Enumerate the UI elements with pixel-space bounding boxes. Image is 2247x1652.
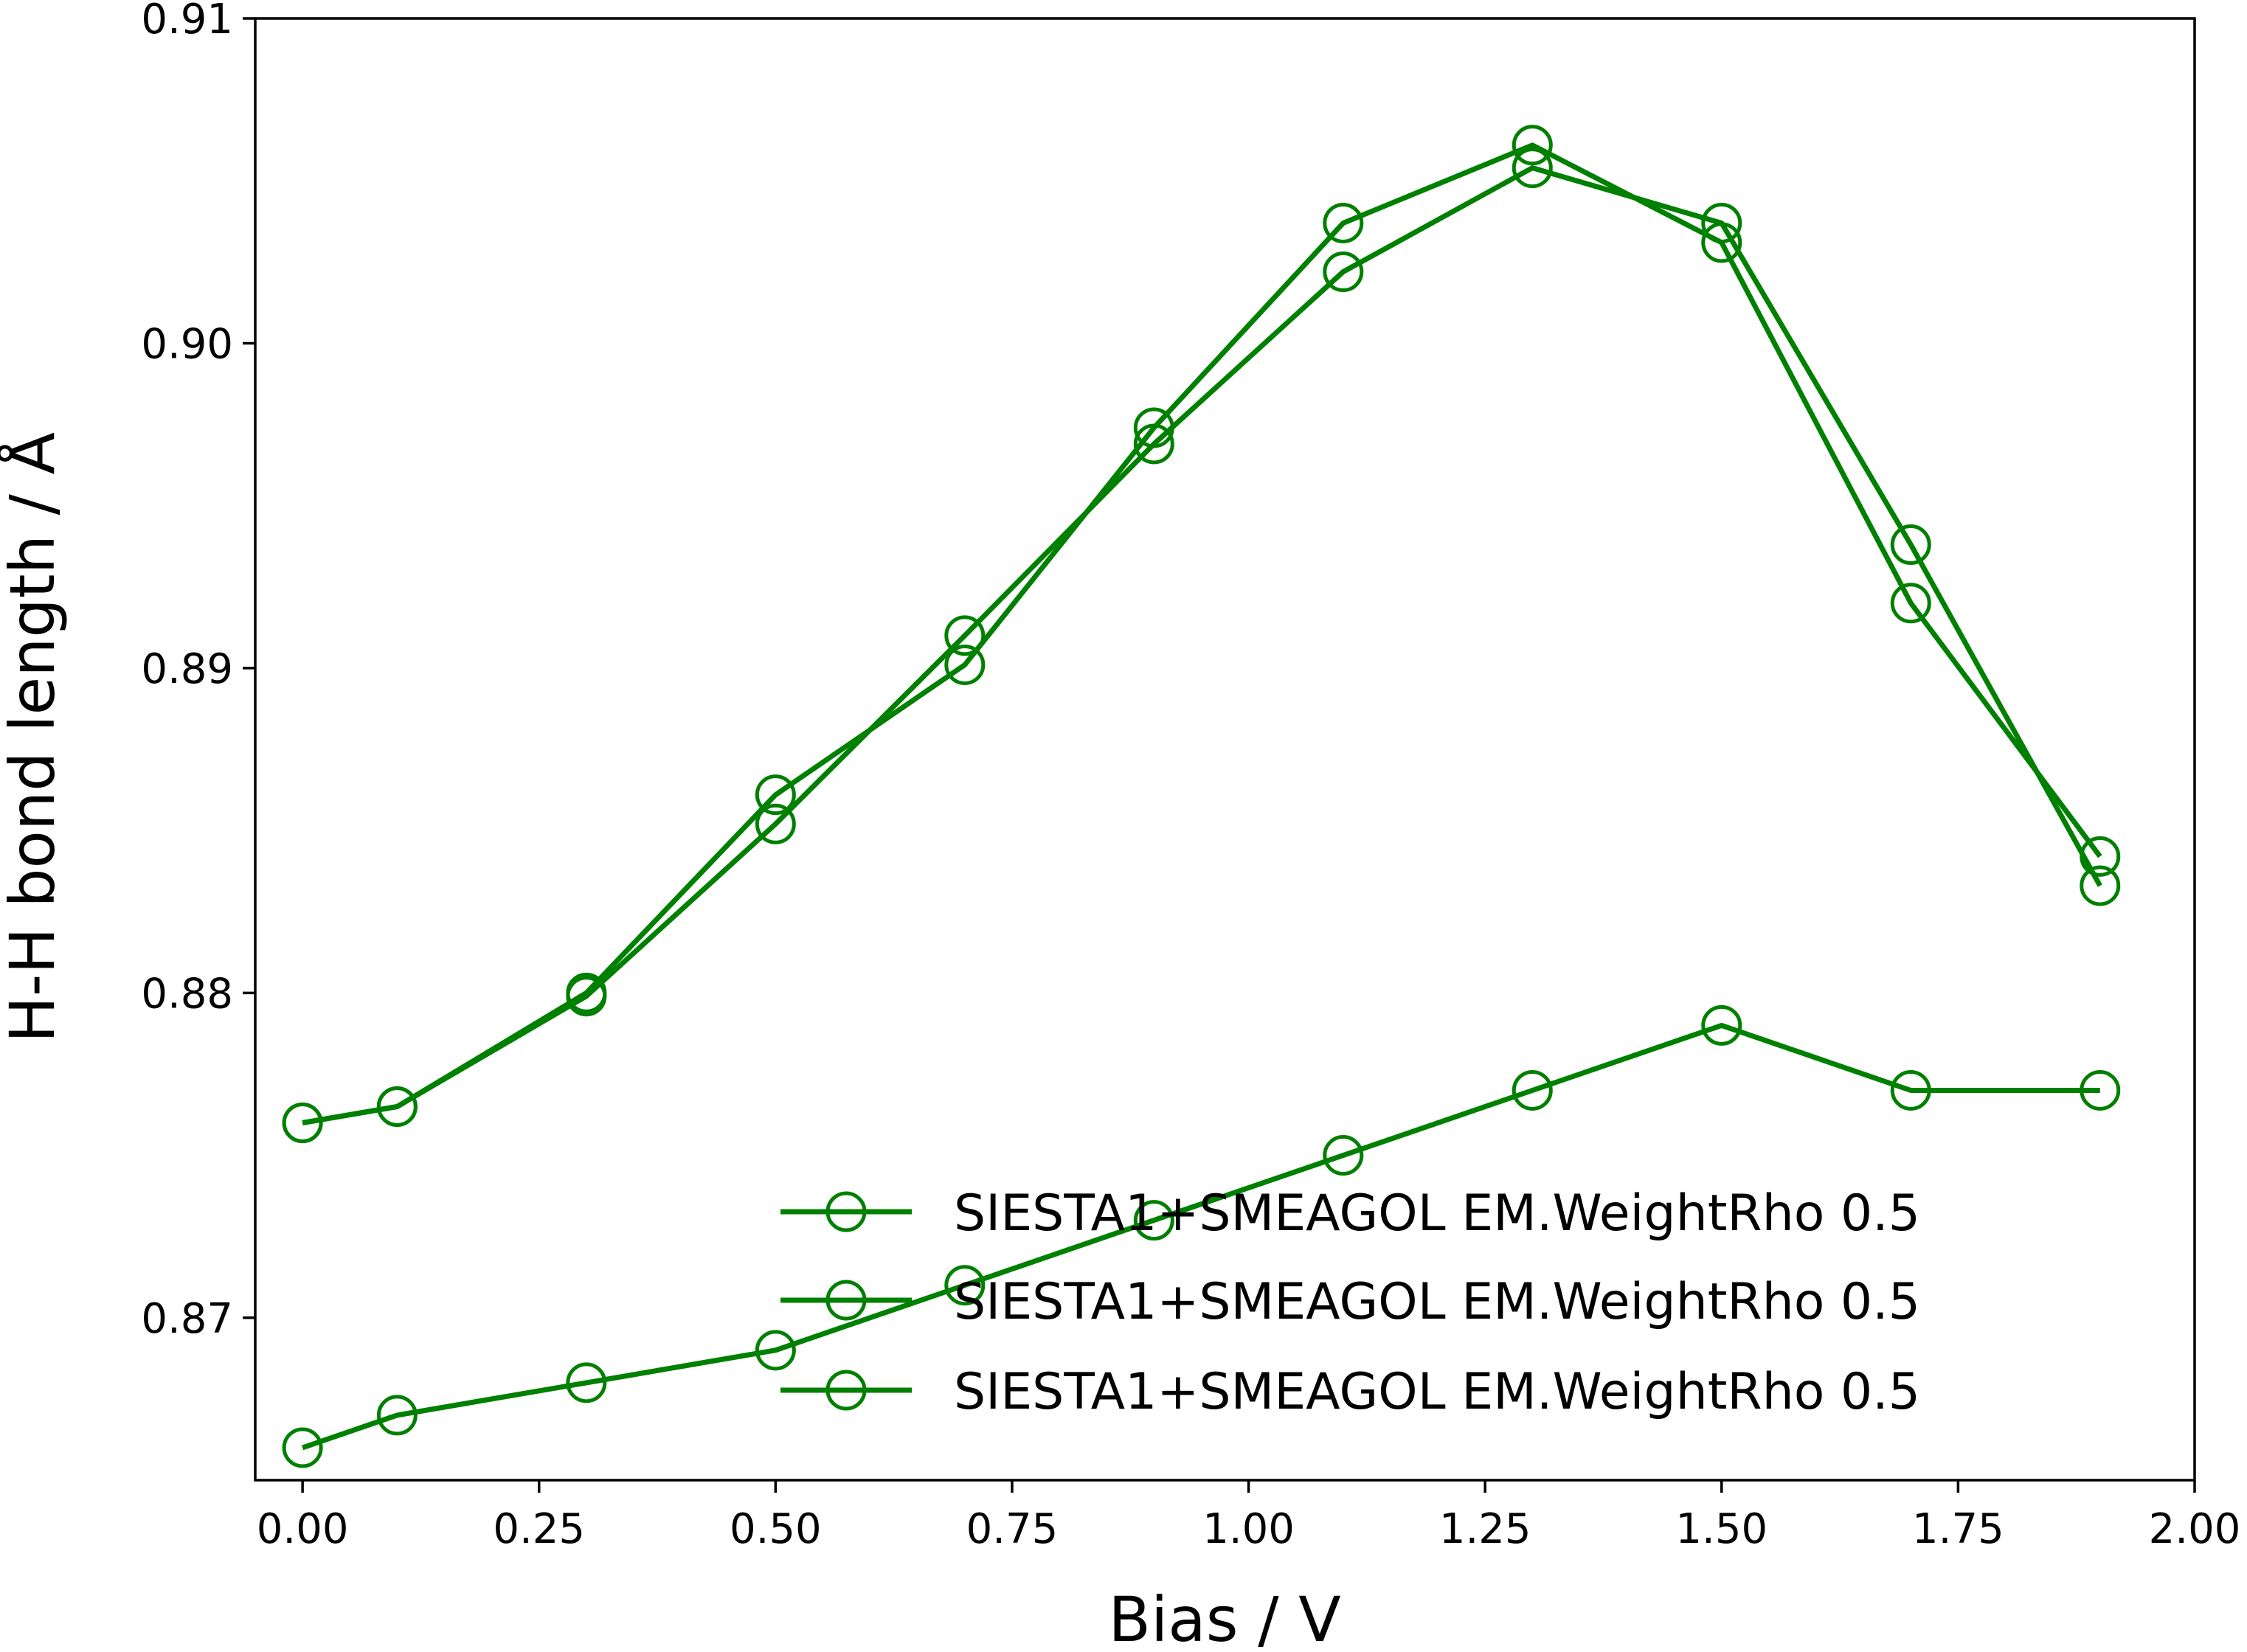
series-1	[282, 125, 2121, 1144]
y-axis-title: H-H bond length / Å	[0, 432, 69, 1043]
series-2-point	[2080, 865, 2121, 906]
legend-marker	[825, 1370, 867, 1411]
legend-label: SIESTA1+SMEAGOL EM.WeightRho 0.5	[954, 1273, 1920, 1331]
series-3-point	[566, 1362, 607, 1403]
axes-layer: 0.00 0.25 0.50 0.75 1.00 1.25 1.50 1.75 2.00 0.87…	[141, 0, 2240, 1553]
series-2-point	[566, 976, 607, 1017]
x-tick-label: 1.00	[1202, 1505, 1295, 1553]
y-tick-label: 0.91	[141, 0, 233, 44]
legend-entry: SIESTA1+SMEAGOL EM.WeightRho 0.5	[780, 1363, 1920, 1421]
series-3-point	[1133, 1200, 1174, 1241]
series-2-point	[1890, 524, 1931, 566]
series-3-point	[1512, 1069, 1553, 1111]
legend: SIESTA1+SMEAGOL EM.WeightRho 0.5 SIESTA1+…	[780, 1184, 1920, 1421]
series-3-point	[755, 1330, 796, 1371]
series-2-point	[944, 615, 986, 656]
series-1-point	[1512, 125, 1553, 166]
series-2-point	[1512, 148, 1553, 189]
series-3-point	[1890, 1069, 1931, 1111]
series-3-point	[2080, 1069, 2121, 1111]
legend-entry: SIESTA1+SMEAGOL EM.WeightRho 0.5	[780, 1184, 1920, 1243]
series-3-point	[282, 1427, 323, 1468]
y-tick-label: 0.89	[141, 645, 233, 693]
series-1-line	[302, 142, 2102, 1125]
series-3-line	[301, 1022, 2100, 1451]
series-2-point	[1701, 202, 1742, 243]
x-tick-label: 1.25	[1439, 1505, 1531, 1553]
x-tick-label: 2.00	[2149, 1505, 2241, 1553]
series-layer	[282, 125, 2121, 1468]
y-tick-label: 0.88	[141, 970, 233, 1018]
series-1-point	[944, 644, 986, 685]
series-2-point	[282, 1103, 323, 1144]
series-2-point	[755, 803, 796, 844]
x-tick-label: 0.25	[493, 1505, 585, 1553]
x-axis-title: Bias / V	[1108, 1583, 1340, 1648]
y-tick-label: 0.87	[141, 1295, 233, 1343]
legend-marker	[825, 1191, 867, 1232]
x-tick-label: 0.75	[966, 1505, 1059, 1553]
series-1-point	[755, 774, 796, 816]
legend-label: SIESTA1+SMEAGOL EM.WeightRho 0.5	[954, 1184, 1920, 1243]
series-3-point	[944, 1265, 986, 1306]
x-tick-label: 0.00	[257, 1505, 349, 1553]
series-3-point	[376, 1395, 418, 1436]
series-2-line	[302, 165, 2102, 1125]
series-3	[282, 1004, 2121, 1468]
series-2-point	[1133, 423, 1174, 465]
plot-frame	[254, 17, 2196, 1482]
series-2-point	[376, 1086, 418, 1127]
series-1-point	[2080, 836, 2121, 877]
legend-marker	[825, 1280, 867, 1321]
series-1-point	[1323, 202, 1364, 243]
series-3-point	[1701, 1004, 1742, 1046]
y-tick-label: 0.90	[141, 320, 233, 368]
series-1-point	[1890, 583, 1931, 624]
series-3-point	[1323, 1135, 1364, 1176]
series-2-point	[1323, 251, 1364, 293]
series-2	[282, 148, 2121, 1144]
x-tick-label: 0.50	[730, 1505, 822, 1553]
x-tick-label: 1.50	[1675, 1505, 1768, 1553]
x-tick-label: 1.75	[1912, 1505, 2004, 1553]
legend-label: SIESTA1+SMEAGOL EM.WeightRho 0.5	[954, 1363, 1920, 1421]
legend-entry: SIESTA1+SMEAGOL EM.WeightRho 0.5	[780, 1273, 1920, 1331]
